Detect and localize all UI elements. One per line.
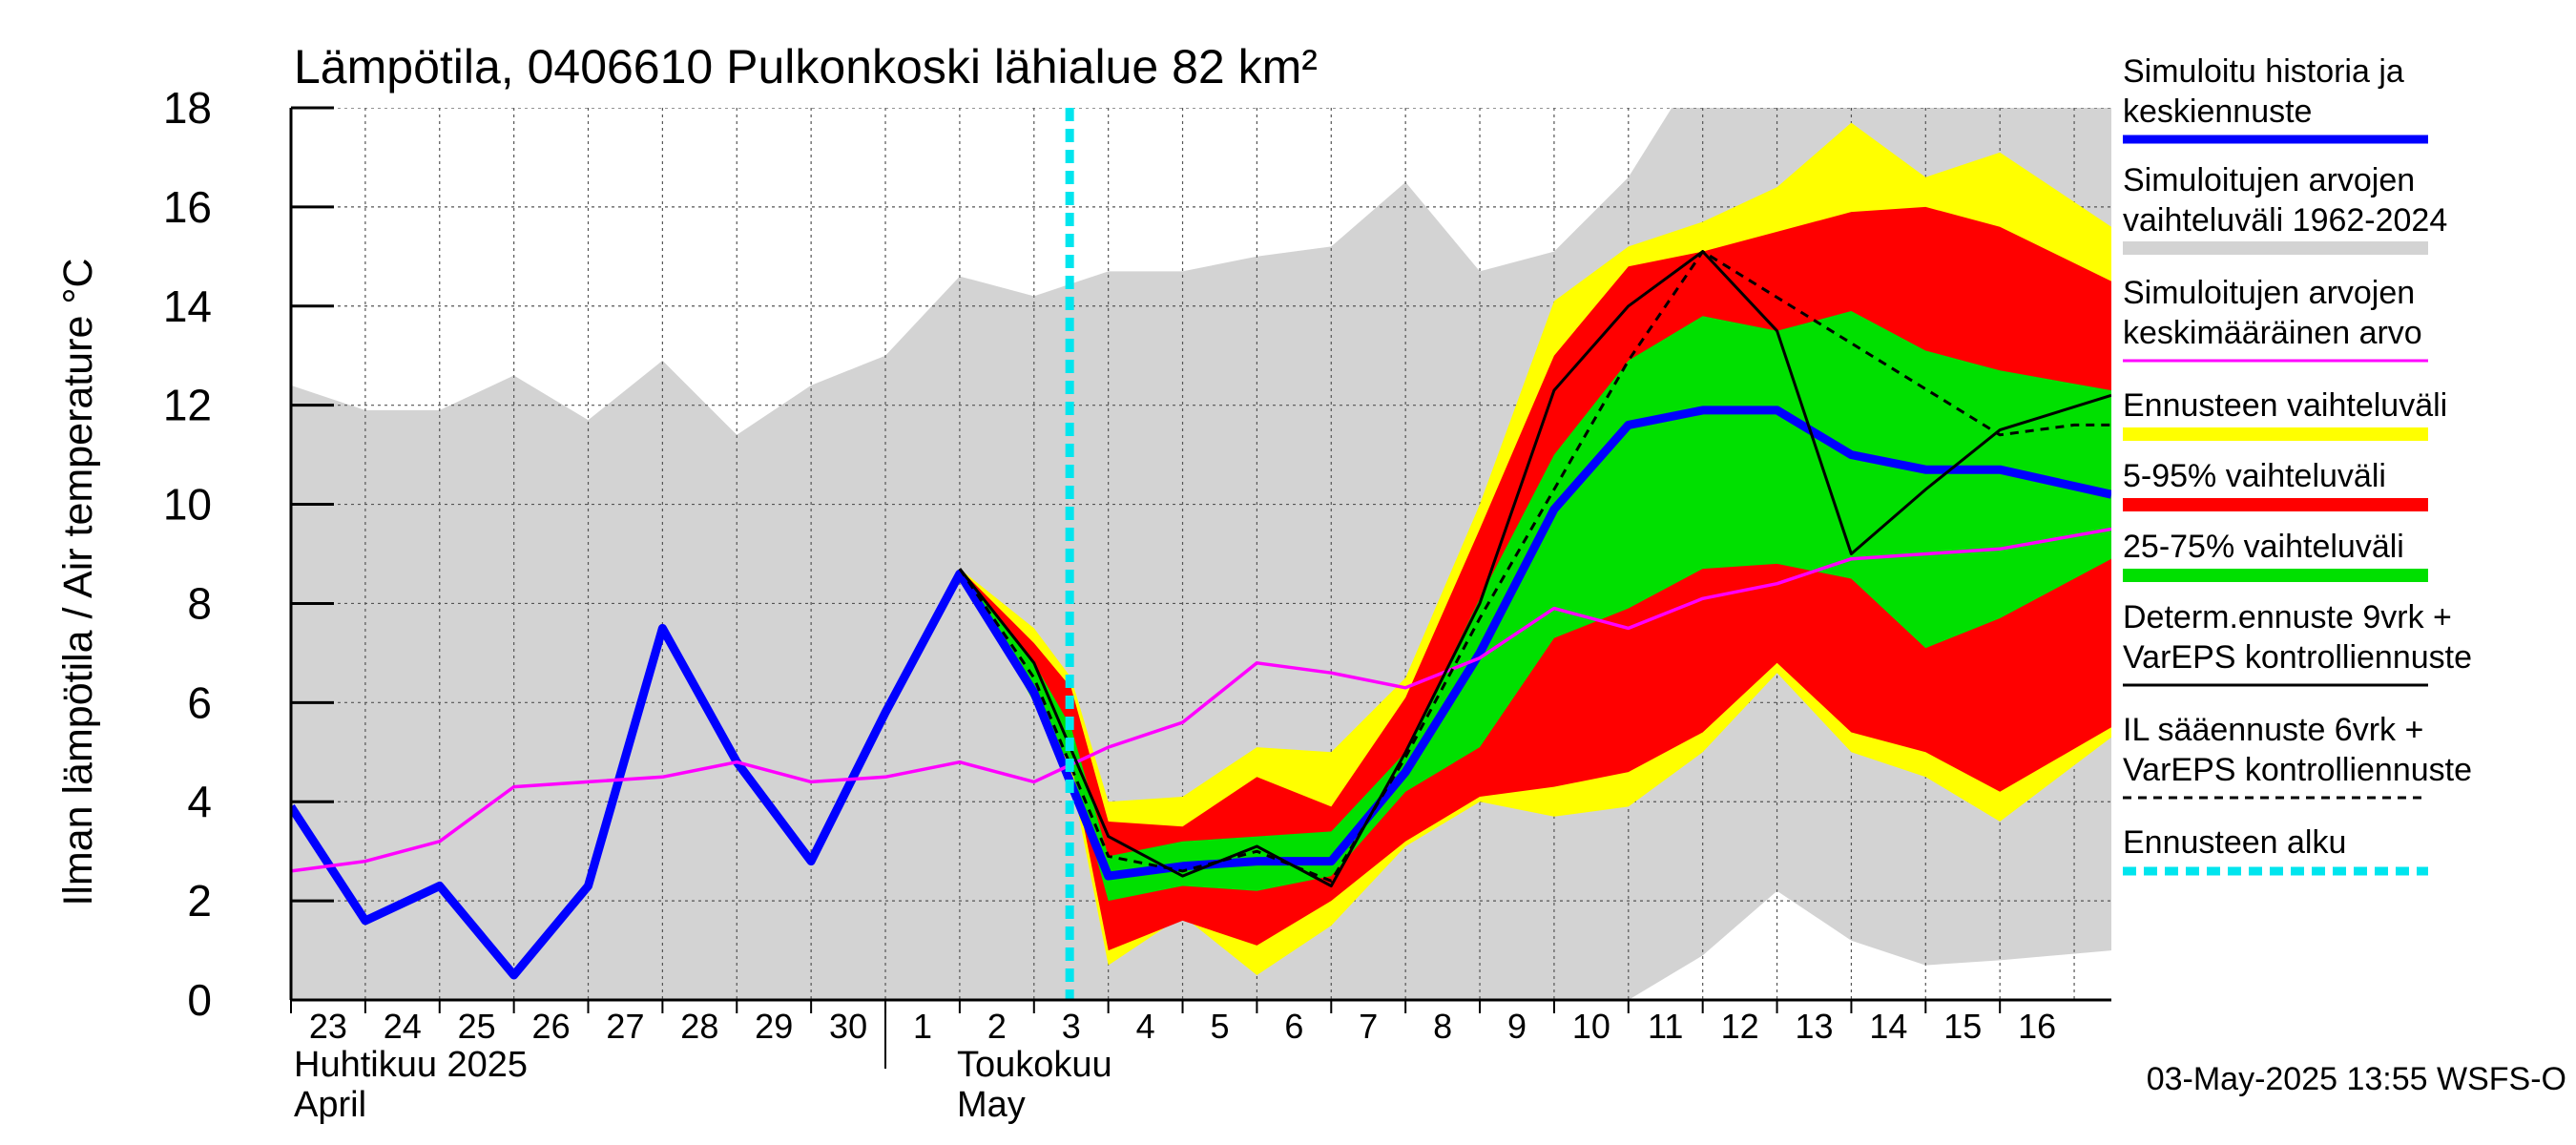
x-tick-label: 30: [829, 1007, 867, 1046]
chart-title: Lämpötila, 0406610 Pulkonkoski lähialue …: [294, 40, 1318, 94]
y-tick-label: 6: [187, 677, 212, 727]
legend-label: Simuloitujen arvojen: [2123, 162, 2415, 198]
x-tick-label: 6: [1284, 1007, 1303, 1046]
x-tick-label: 12: [1721, 1007, 1759, 1046]
legend-label: IL sääennuste 6vrk +: [2123, 712, 2423, 748]
legend-label: Simuloitujen arvojen: [2123, 275, 2415, 311]
y-tick-label: 2: [187, 876, 212, 926]
x-tick-label: 29: [755, 1007, 793, 1046]
x-tick-label: 1: [913, 1007, 932, 1046]
legend-label: keskimääräinen arvo: [2123, 315, 2422, 351]
x-tick-label: 2: [987, 1007, 1007, 1046]
x-tick-label: 16: [2018, 1007, 2056, 1046]
month-label-fi: Toukokuu: [957, 1045, 1112, 1085]
simulated-history-line: [291, 406, 2111, 980]
y-tick-label: 8: [187, 578, 212, 628]
x-tick-label: 26: [532, 1007, 571, 1046]
month-label-en: May: [957, 1085, 1026, 1125]
y-tick-label: 14: [163, 281, 212, 331]
legend-label: vaihteluväli 1962-2024: [2123, 202, 2447, 239]
x-tick-label: 28: [680, 1007, 718, 1046]
x-tick-label: 23: [309, 1007, 347, 1046]
deterministic-forecast-line: [958, 250, 2111, 887]
x-tick-label: 15: [1943, 1007, 1982, 1046]
legend-label: 25-75% vaihteluväli: [2123, 529, 2404, 565]
il-weather-forecast-line: [958, 250, 2111, 883]
range-25-75-band: [959, 311, 2111, 902]
legend-label: 5-95% vaihteluväli: [2123, 458, 2386, 494]
x-tick-label: 10: [1572, 1007, 1610, 1046]
x-tick-label: 7: [1359, 1007, 1378, 1046]
x-tick-label: 27: [606, 1007, 644, 1046]
x-tick-label: 13: [1795, 1007, 1833, 1046]
legend-label: Ennusteen alku: [2123, 824, 2346, 861]
y-tick-label: 12: [163, 381, 212, 430]
legend-label: VarEPS kontrolliennuste: [2123, 752, 2472, 788]
legend-label: Simuloitu historia ja: [2123, 53, 2404, 90]
y-tick-label: 10: [163, 480, 212, 530]
legend-label: Ennusteen vaihteluväli: [2123, 387, 2447, 424]
legend-label: keskiennuste: [2123, 94, 2312, 130]
x-tick-label: 25: [458, 1007, 496, 1046]
x-tick-label: 3: [1062, 1007, 1081, 1046]
x-tick-label: 11: [1648, 1007, 1683, 1046]
simulated-mean-line: [291, 527, 2111, 873]
legend-label: VarEPS kontrolliennuste: [2123, 639, 2472, 676]
timestamp: 03-May-2025 13:55 WSFS-O: [2147, 1061, 2566, 1097]
x-tick-label: 9: [1507, 1007, 1527, 1046]
x-tick-label: 24: [384, 1007, 422, 1046]
x-tick-label: 5: [1210, 1007, 1229, 1046]
month-label-en: April: [294, 1085, 366, 1125]
y-tick-label: 16: [163, 182, 212, 232]
y-tick-label: 18: [163, 83, 212, 133]
y-tick-label: 0: [187, 975, 212, 1025]
y-axis-label: Ilman lämpötila / Air temperature °C: [55, 258, 101, 906]
x-tick-label: 8: [1433, 1007, 1452, 1046]
month-label-fi: Huhtikuu 2025: [294, 1045, 528, 1085]
legend-label: Determ.ennuste 9vrk +: [2123, 599, 2452, 635]
x-tick-label: 4: [1136, 1007, 1155, 1046]
y-tick-label: 4: [187, 777, 212, 826]
x-tick-label: 14: [1869, 1007, 1907, 1046]
